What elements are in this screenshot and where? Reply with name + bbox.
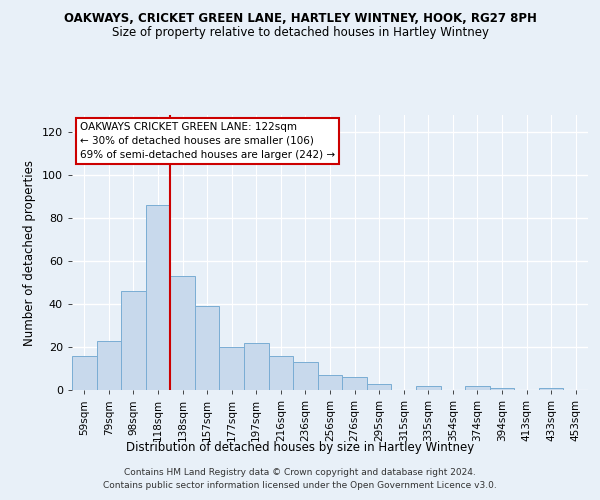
Bar [342,377,367,390]
Text: Contains HM Land Registry data © Crown copyright and database right 2024.: Contains HM Land Registry data © Crown c… [124,468,476,477]
Bar [293,362,318,390]
Text: OAKWAYS CRICKET GREEN LANE: 122sqm
← 30% of detached houses are smaller (106)
69: OAKWAYS CRICKET GREEN LANE: 122sqm ← 30%… [80,122,335,160]
Bar [465,386,490,390]
Bar [367,384,391,390]
Bar [490,388,514,390]
Y-axis label: Number of detached properties: Number of detached properties [23,160,36,346]
Text: Distribution of detached houses by size in Hartley Wintney: Distribution of detached houses by size … [126,441,474,454]
Bar [539,388,563,390]
Bar [220,347,244,390]
Bar [269,356,293,390]
Bar [416,386,440,390]
Bar [195,306,220,390]
Text: Size of property relative to detached houses in Hartley Wintney: Size of property relative to detached ho… [112,26,488,39]
Bar [121,291,146,390]
Bar [97,340,121,390]
Bar [244,342,269,390]
Bar [72,356,97,390]
Bar [318,375,342,390]
Bar [146,205,170,390]
Text: OAKWAYS, CRICKET GREEN LANE, HARTLEY WINTNEY, HOOK, RG27 8PH: OAKWAYS, CRICKET GREEN LANE, HARTLEY WIN… [64,12,536,26]
Text: Contains public sector information licensed under the Open Government Licence v3: Contains public sector information licen… [103,480,497,490]
Bar [170,276,195,390]
